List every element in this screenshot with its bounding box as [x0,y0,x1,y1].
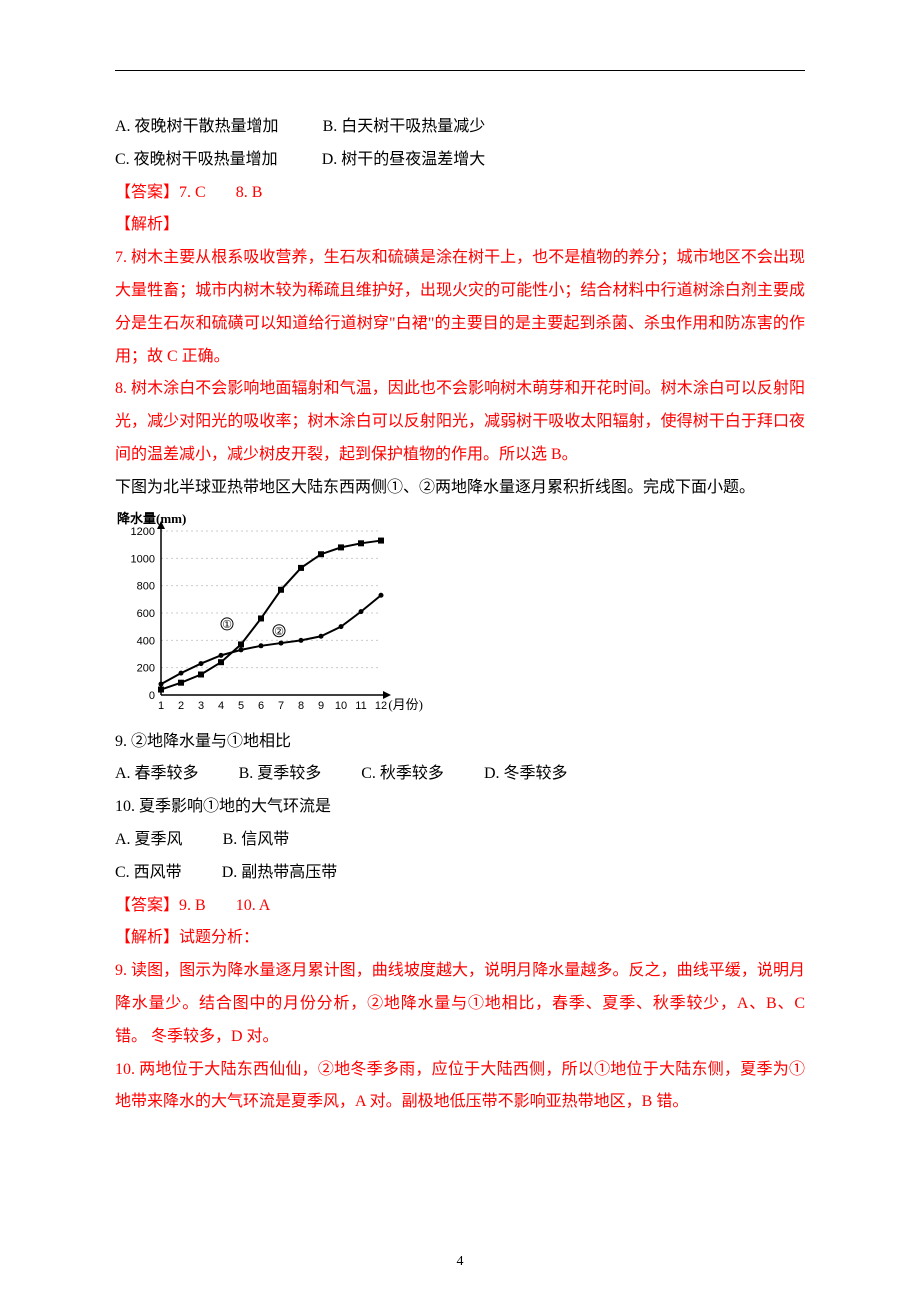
q9-options: A. 春季较多 B. 夏季较多 C. 秋季较多 D. 冬季较多 [115,758,805,791]
ans-9: 9. B [179,897,206,914]
svg-text:9: 9 [318,700,324,712]
svg-text:400: 400 [137,635,155,647]
svg-text:1200: 1200 [131,526,155,538]
svg-text:8: 8 [298,700,304,712]
svg-text:(月份): (月份) [388,697,423,712]
q910-answer: 【答案】9. B 10. A [115,890,805,923]
answer-label: 【答案】 [115,184,179,201]
chart-svg: 降水量(mm)020040060080010001200123456789101… [115,509,425,719]
svg-text:0: 0 [149,690,155,702]
q8-opt-d: D. 树干的昼夜温差增大 [322,144,486,177]
svg-text:6: 6 [258,700,264,712]
exp-9: 9. 读图，图示为降水量逐月累计图，曲线坡度越大，说明月降水量越多。反之，曲线平… [115,955,805,1053]
q8-opt-c: C. 夜晚树干吸热量增加 [115,144,278,177]
q9-stem: 9. ②地降水量与①地相比 [115,726,805,759]
exp-8: 8. 树木涂白不会影响地面辐射和气温，因此也不会影响树木萌芽和开花时间。树木涂白… [115,373,805,471]
jiexi-910: 【解析】试题分析： [115,922,805,955]
precip-chart: 降水量(mm)020040060080010001200123456789101… [115,509,805,724]
ans-10: 10. A [236,897,271,914]
svg-text:4: 4 [218,700,224,712]
q10-options-row2: C. 西风带 D. 副热带高压带 [115,857,805,890]
header-rule [115,70,805,71]
q10-opt-d: D. 副热带高压带 [222,857,338,890]
svg-text:11: 11 [355,700,366,712]
exp-10: 10. 两地位于大陆东西仙仙，②地冬季多雨，应位于大陆西侧，所以①地位于大陆东侧… [115,1054,805,1120]
q10-opt-a: A. 夏季风 [115,824,183,857]
q8-opt-b: B. 白天树干吸热量减少 [323,111,486,144]
svg-text:1: 1 [158,700,164,712]
svg-text:800: 800 [137,580,155,592]
svg-text:10: 10 [335,700,347,712]
q10-options-row1: A. 夏季风 B. 信风带 [115,824,805,857]
ans-8: 8. B [236,184,263,201]
svg-text:②: ② [274,625,284,637]
svg-text:降水量(mm): 降水量(mm) [117,511,186,526]
svg-text:①: ① [222,618,232,630]
q10-opt-c: C. 西风带 [115,857,182,890]
q10-opt-b: B. 信风带 [223,824,290,857]
page-number: 4 [0,1254,920,1270]
q8-options-row1: A. 夜晚树干散热量增加 B. 白天树干吸热量减少 [115,111,805,144]
svg-text:5: 5 [238,700,244,712]
jiexi-suffix: 试题分析： [179,929,259,946]
svg-text:7: 7 [278,700,284,712]
q9-opt-c: C. 秋季较多 [361,758,444,791]
svg-text:3: 3 [198,700,204,712]
svg-text:200: 200 [137,662,155,674]
q10-stem: 10. 夏季影响①地的大气环流是 [115,791,805,824]
q9-opt-b: B. 夏季较多 [239,758,322,791]
jiexi-label-910: 【解析】 [115,929,179,946]
exp-7: 7. 树木主要从根系吸收营养，生石灰和硫磺是涂在树干上，也不是植物的养分；城市地… [115,242,805,373]
svg-text:600: 600 [137,608,155,620]
svg-text:1000: 1000 [131,553,155,565]
q7q8-answer: 【答案】7. C 8. B [115,177,805,210]
svg-text:2: 2 [178,700,184,712]
intro-910: 下图为北半球亚热带地区大陆东西两侧①、②两地降水量逐月累积折线图。完成下面小题。 [115,472,805,505]
ans-7: 7. C [179,184,206,201]
q9-opt-d: D. 冬季较多 [484,758,568,791]
jiexi-label-78: 【解析】 [115,209,805,242]
svg-text:12: 12 [375,700,387,712]
q8-opt-a: A. 夜晚树干散热量增加 [115,111,279,144]
answer-label-910: 【答案】 [115,897,179,914]
q8-options-row2: C. 夜晚树干吸热量增加 D. 树干的昼夜温差增大 [115,144,805,177]
q9-opt-a: A. 春季较多 [115,758,199,791]
